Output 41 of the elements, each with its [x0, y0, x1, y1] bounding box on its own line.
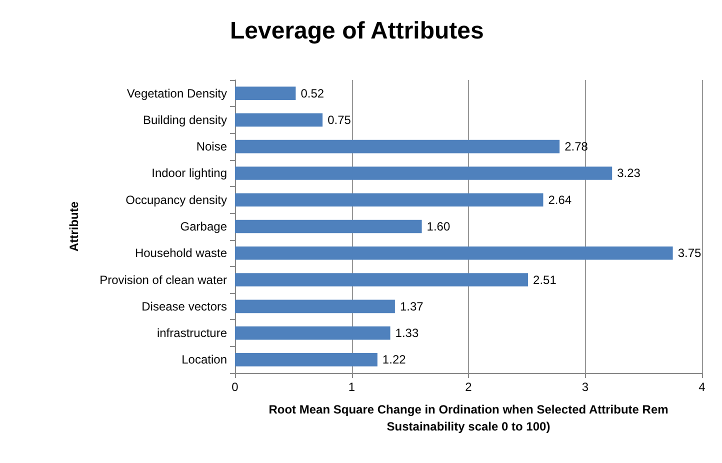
y-axis-title: Attribute [67, 201, 81, 252]
bar [235, 193, 544, 207]
y-tick-label: Disease vectors [142, 299, 227, 314]
y-tick-label: Household waste [134, 246, 228, 260]
bar [235, 273, 528, 286]
y-tick-label: Noise [196, 140, 228, 154]
data-label: 2.64 [548, 192, 572, 207]
y-tick-label: Building density [142, 112, 227, 127]
data-label: 3.23 [617, 166, 641, 180]
bar [235, 220, 422, 234]
x-tick-label: 1 [348, 380, 356, 394]
x-tick-label: 3 [582, 380, 589, 394]
y-tick-label: Vegetation Density [126, 86, 227, 100]
x-tick-label: 2 [465, 380, 472, 394]
y-tick-label: Indoor lighting [152, 166, 227, 180]
y-tick-label: Location [182, 352, 227, 367]
data-label: 0.52 [300, 86, 324, 100]
bar [235, 166, 612, 180]
y-tick-label: Provision of clean water [100, 272, 227, 287]
y-tick-label: Occupancy density [126, 192, 227, 207]
bar [235, 140, 560, 154]
bar [235, 246, 673, 260]
y-tick-label: infrastructure [156, 326, 228, 340]
x-tick-label: 0 [232, 380, 239, 394]
data-label: 0.75 [328, 112, 352, 127]
data-label: 2.51 [533, 272, 557, 287]
data-label: 1.60 [426, 220, 450, 234]
bar [235, 86, 296, 100]
data-label: 1.33 [395, 326, 419, 340]
data-label: 2.78 [564, 140, 588, 154]
y-tick-label: Garbage [180, 220, 228, 234]
bar [235, 113, 323, 127]
x-tick-label: 4 [698, 380, 706, 394]
bar [235, 353, 378, 366]
bar [235, 326, 390, 340]
x-axis-title: Root Mean Square Change in Ordination when Selected Attribute Rem Sustainability scale 0 to 100) [268, 402, 668, 434]
data-label: 3.75 [678, 246, 702, 260]
data-label: 1.37 [400, 299, 424, 314]
bar [235, 300, 395, 314]
chart-title: Leverage of Attributes [230, 18, 484, 44]
data-label: 1.22 [382, 352, 406, 367]
